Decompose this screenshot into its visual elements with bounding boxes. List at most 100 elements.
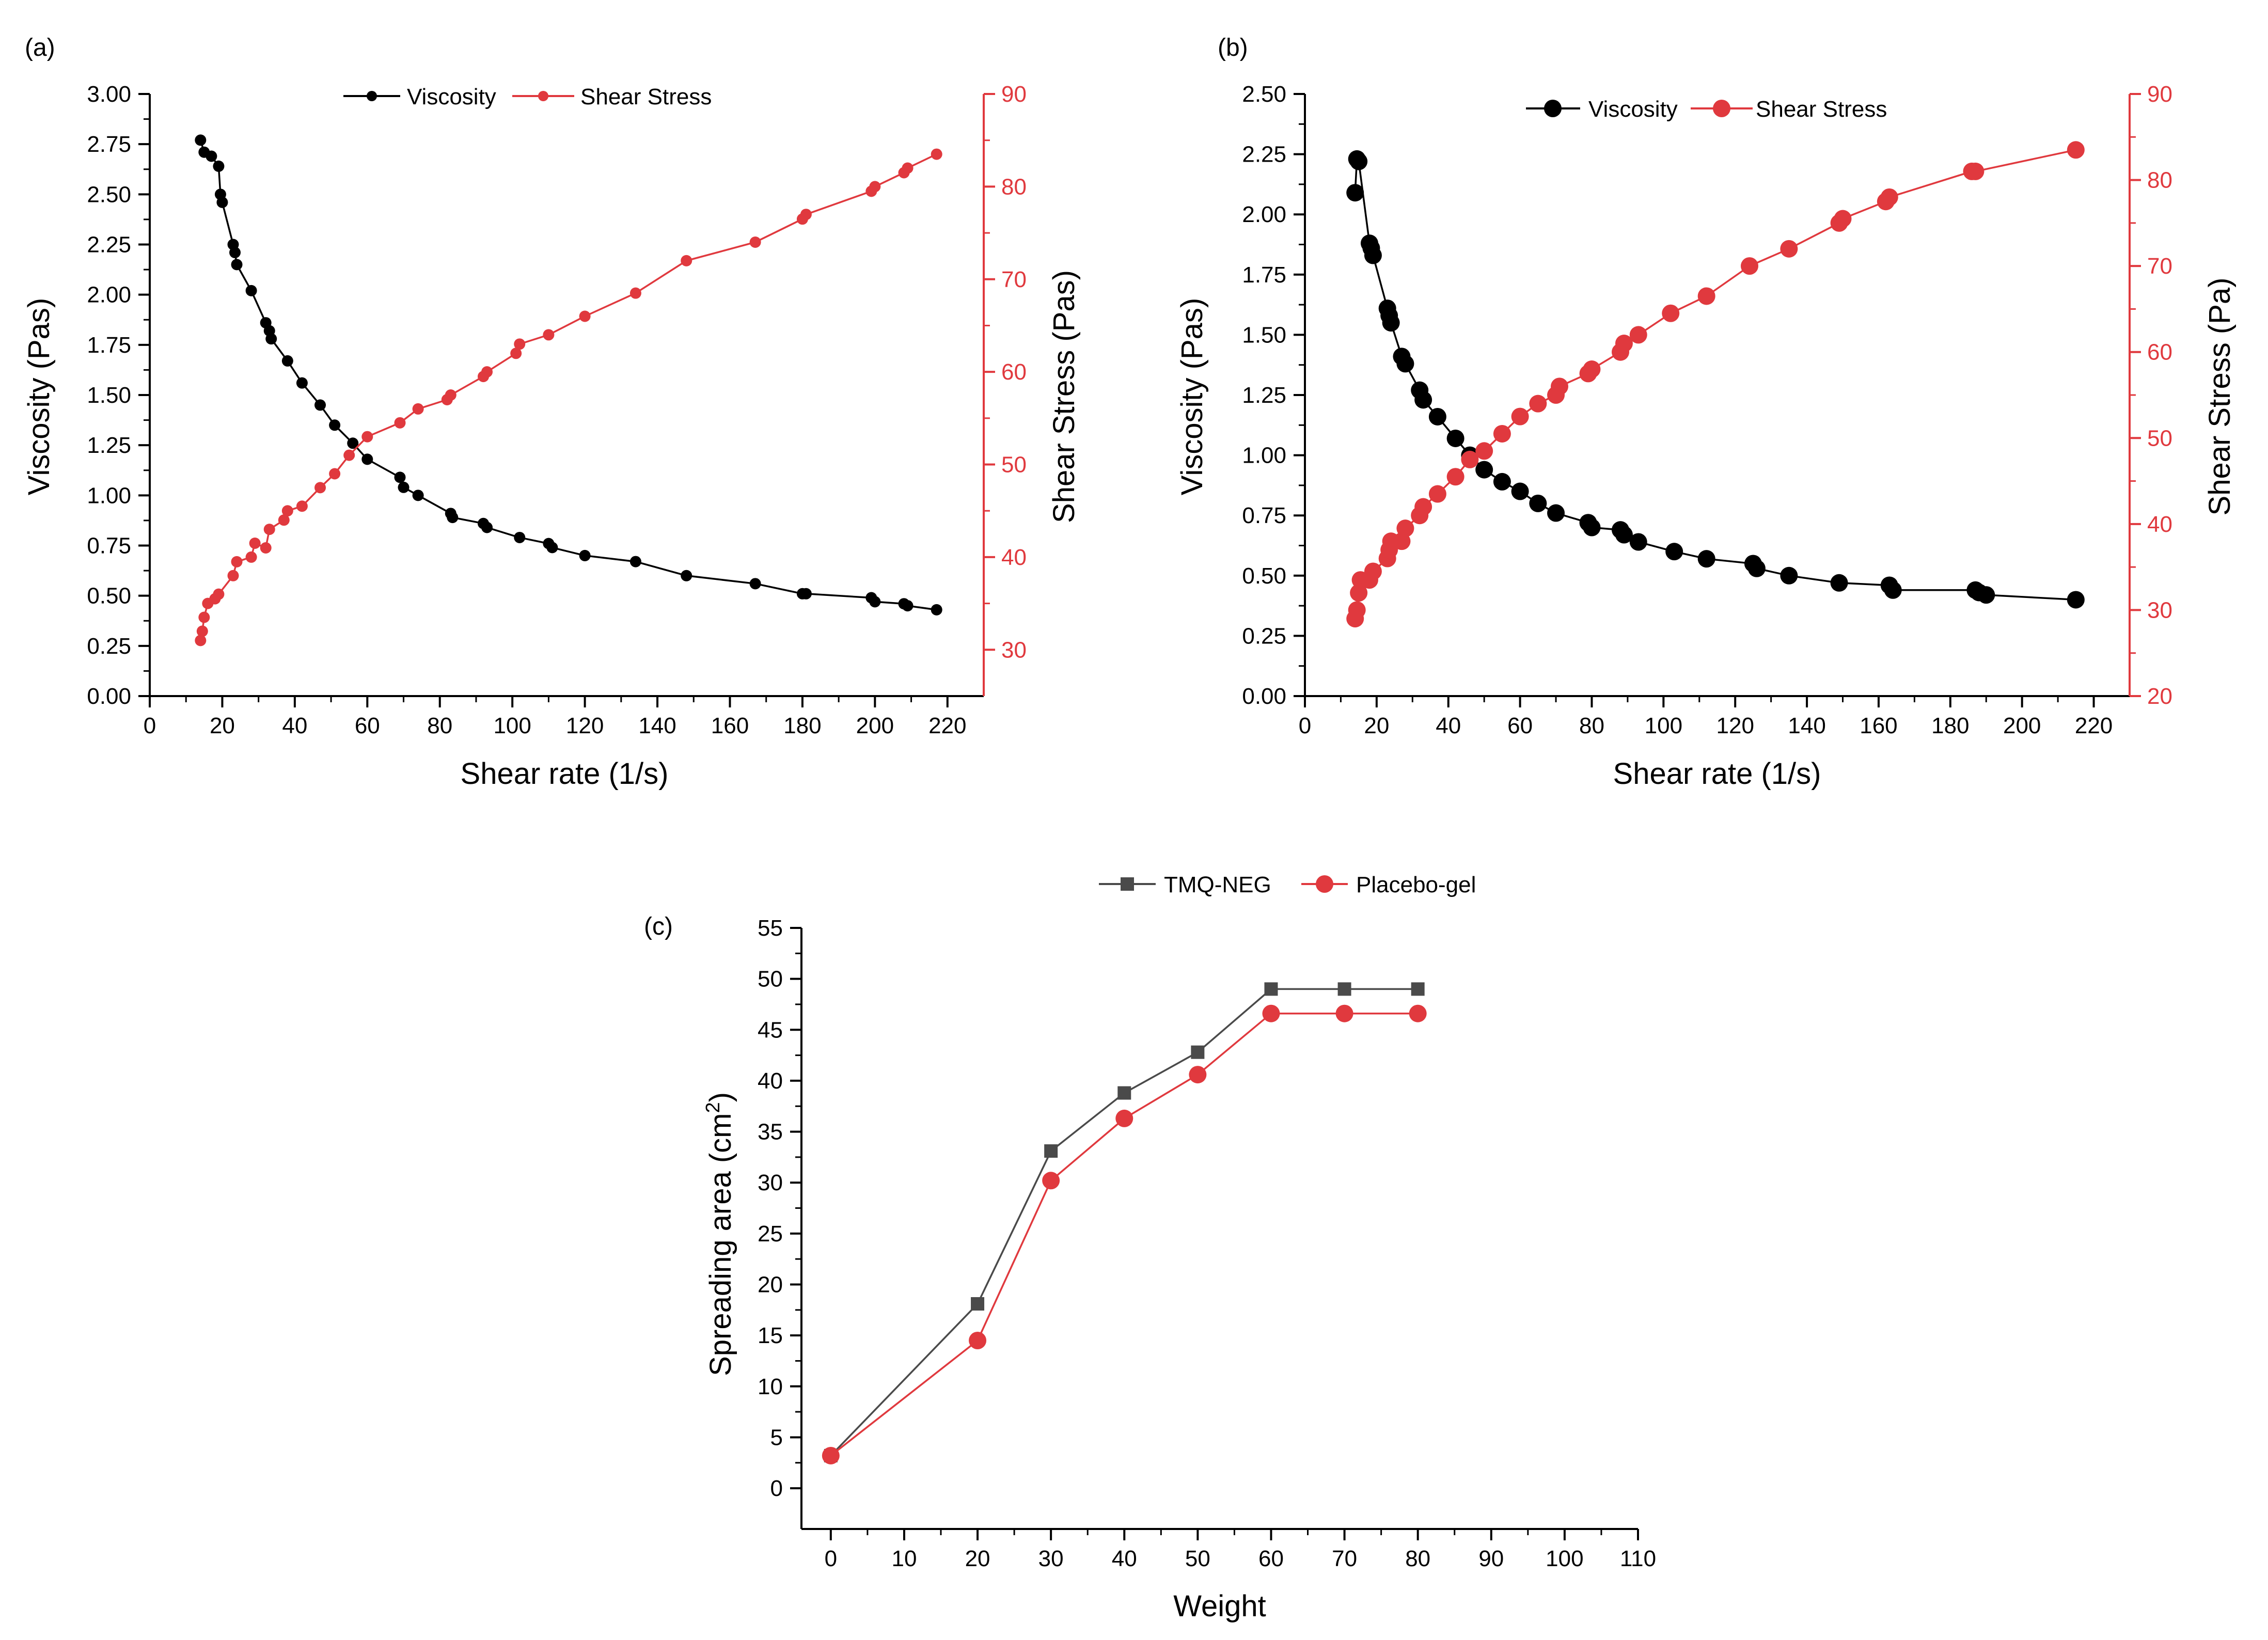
panel-a-point-shear-stress — [249, 538, 261, 549]
panel-a-point-viscosity — [195, 134, 207, 146]
panel-b-y-tick-label: 0.25 — [1242, 623, 1286, 649]
panel-b-point-viscosity — [1884, 581, 1902, 599]
panel-b-point-shear-stress — [1615, 335, 1633, 353]
panel-a-series-line-shear-stress — [199, 153, 937, 641]
panel-b-chart: (b) Shear rate (1/s) Viscosity (Pas) She… — [1175, 34, 2236, 791]
panel-b-point-shear-stress — [1350, 584, 1368, 602]
panel-b-y-axis-title: Viscosity (Pas) — [1175, 298, 1209, 495]
panel-a-y-tick-label: 2.75 — [87, 132, 131, 157]
panel-c-point-tmq-neg — [1411, 982, 1425, 996]
panel-c-chart: (c) Weight Spreading area (cm2) TMQ-NEG … — [644, 872, 1656, 1623]
panel-a-point-shear-stress — [278, 514, 290, 526]
panel-b-y-tick-label: 1.00 — [1242, 443, 1286, 468]
panel-a-y-tick-label: 2.00 — [87, 282, 131, 308]
panel-a-point-viscosity — [394, 471, 406, 483]
panel-a-y2-tick-label: 60 — [1001, 359, 1027, 385]
panel-c-y-tick-label: 30 — [758, 1170, 783, 1195]
panel-b-y-tick-label: 1.50 — [1242, 322, 1286, 348]
panel-c-x-axis-title: Weight — [1173, 1589, 1266, 1623]
panel-b-point-shear-stress — [1780, 240, 1798, 258]
panel-a-x-tick-label: 80 — [427, 713, 452, 738]
panel-c-point-tmq-neg — [1191, 1045, 1205, 1059]
panel-b-point-shear-stress — [1583, 360, 1601, 379]
panel-b-x-axis-title: Shear rate (1/s) — [1613, 757, 1821, 791]
panel-b-point-viscosity — [1346, 184, 1364, 202]
panel-b-point-shear-stress — [1348, 601, 1366, 619]
panel-c-y-tick-label: 35 — [758, 1119, 783, 1145]
panel-a-x-tick-label: 60 — [355, 713, 380, 738]
panel-c-legend-marker-placebo-gel — [1316, 875, 1333, 893]
panel-a-y-tick-label: 2.25 — [87, 232, 131, 258]
panel-b-x-tick-label: 20 — [1364, 713, 1389, 738]
panel-b-point-viscosity — [1665, 543, 1683, 561]
panel-a-point-shear-stress — [749, 236, 761, 248]
panel-a-point-shear-stress — [227, 570, 239, 581]
panel-a-point-viscosity — [514, 531, 526, 543]
panel-a-point-shear-stress — [361, 431, 373, 443]
panel-c-point-placebo-gel — [822, 1446, 840, 1464]
panel-c-series-line-tmq-neg — [830, 988, 1418, 1457]
panel-b-legend-label-viscosity: Viscosity — [1588, 97, 1678, 122]
panel-a-chart: (a) Shear rate (1/s) Viscosity (Pas) She… — [22, 34, 1081, 791]
panel-a-legend-marker-viscosity — [367, 91, 377, 101]
panel-a-legend-label-viscosity: Viscosity — [407, 84, 496, 109]
panel-c-y-axis-title-superscript: 2 — [702, 1102, 724, 1113]
panel-a-point-shear-stress — [510, 348, 522, 359]
panel-c-point-tmq-neg — [971, 1297, 985, 1311]
panel-b-y-tick-label: 0.50 — [1242, 563, 1286, 589]
panel-a-x-tick-label: 120 — [566, 713, 604, 738]
panel-c-x-tick-label: 90 — [1478, 1546, 1504, 1571]
panel-b-point-viscosity — [1697, 550, 1715, 568]
panel-b-point-shear-stress — [1364, 562, 1382, 580]
panel-b-point-shear-stress — [1511, 407, 1529, 425]
panel-c-y-tick-label: 45 — [758, 1017, 783, 1043]
panel-a-x-tick-label: 0 — [144, 713, 156, 738]
panel-a-point-viscosity — [629, 556, 641, 567]
panel-b-point-shear-stress — [1414, 498, 1432, 516]
panel-b-y-tick-label: 2.50 — [1242, 82, 1286, 107]
panel-c-y-axis-title-main: Spreading area (cm — [704, 1113, 737, 1376]
panel-b-point-shear-stress — [2067, 141, 2085, 159]
panel-a-x-tick-label: 180 — [783, 713, 821, 738]
panel-a-point-viscosity — [579, 549, 591, 561]
panel-b-x-tick-label: 220 — [2075, 713, 2113, 738]
panel-a-y-tick-label: 1.00 — [87, 483, 131, 508]
panel-b-y-tick-label: 2.00 — [1242, 202, 1286, 227]
panel-a-x-tick-label: 40 — [282, 713, 307, 738]
panel-b-point-shear-stress — [1550, 377, 1568, 396]
panel-a-point-shear-stress — [394, 417, 406, 429]
panel-a-point-shear-stress — [931, 148, 942, 160]
panel-b-point-shear-stress — [1396, 519, 1414, 538]
panel-b-legend-marker-viscosity — [1544, 100, 1562, 117]
panel-a-point-viscosity — [681, 570, 692, 581]
panel-b-x-tick-label: 200 — [2003, 713, 2041, 738]
panel-b-point-viscosity — [1428, 407, 1446, 425]
panel-a-point-viscosity — [216, 196, 228, 208]
panel-a-y-tick-label: 1.75 — [87, 333, 131, 358]
panel-b-point-shear-stress — [1966, 162, 1984, 180]
panel-b-y2-tick-label: 90 — [2147, 82, 2172, 107]
panel-b-series-line-shear-stress — [1354, 149, 2076, 619]
panel-b-x-tick-label: 80 — [1579, 713, 1604, 738]
panel-b-point-viscosity — [1780, 566, 1798, 585]
panel-a-x-tick-label: 200 — [856, 713, 894, 738]
panel-c-x-tick-label: 50 — [1185, 1546, 1210, 1571]
panel-a-label: (a) — [25, 34, 55, 61]
panel-a-x-tick-label: 100 — [493, 713, 531, 738]
panel-a-point-viscosity — [314, 399, 326, 411]
panel-a-point-shear-stress — [543, 329, 555, 341]
panel-a-y-tick-label: 1.25 — [87, 433, 131, 458]
panel-a-y-axis-title: Viscosity (Pas) — [22, 298, 56, 495]
panel-a-point-shear-stress — [514, 338, 526, 350]
panel-c-point-placebo-gel — [1189, 1066, 1207, 1084]
panel-c-point-placebo-gel — [969, 1332, 987, 1350]
panel-c-y-tick-label: 20 — [758, 1272, 783, 1298]
panel-b-point-viscosity — [1547, 504, 1565, 522]
panel-a-point-viscosity — [412, 490, 424, 501]
panel-b-point-viscosity — [1364, 246, 1382, 264]
panel-b-y-tick-label: 1.25 — [1242, 383, 1286, 408]
panel-b-x-tick-label: 120 — [1716, 713, 1754, 738]
panel-b-point-viscosity — [1350, 152, 1368, 170]
panel-a-y2-tick-label: 70 — [1001, 267, 1027, 292]
